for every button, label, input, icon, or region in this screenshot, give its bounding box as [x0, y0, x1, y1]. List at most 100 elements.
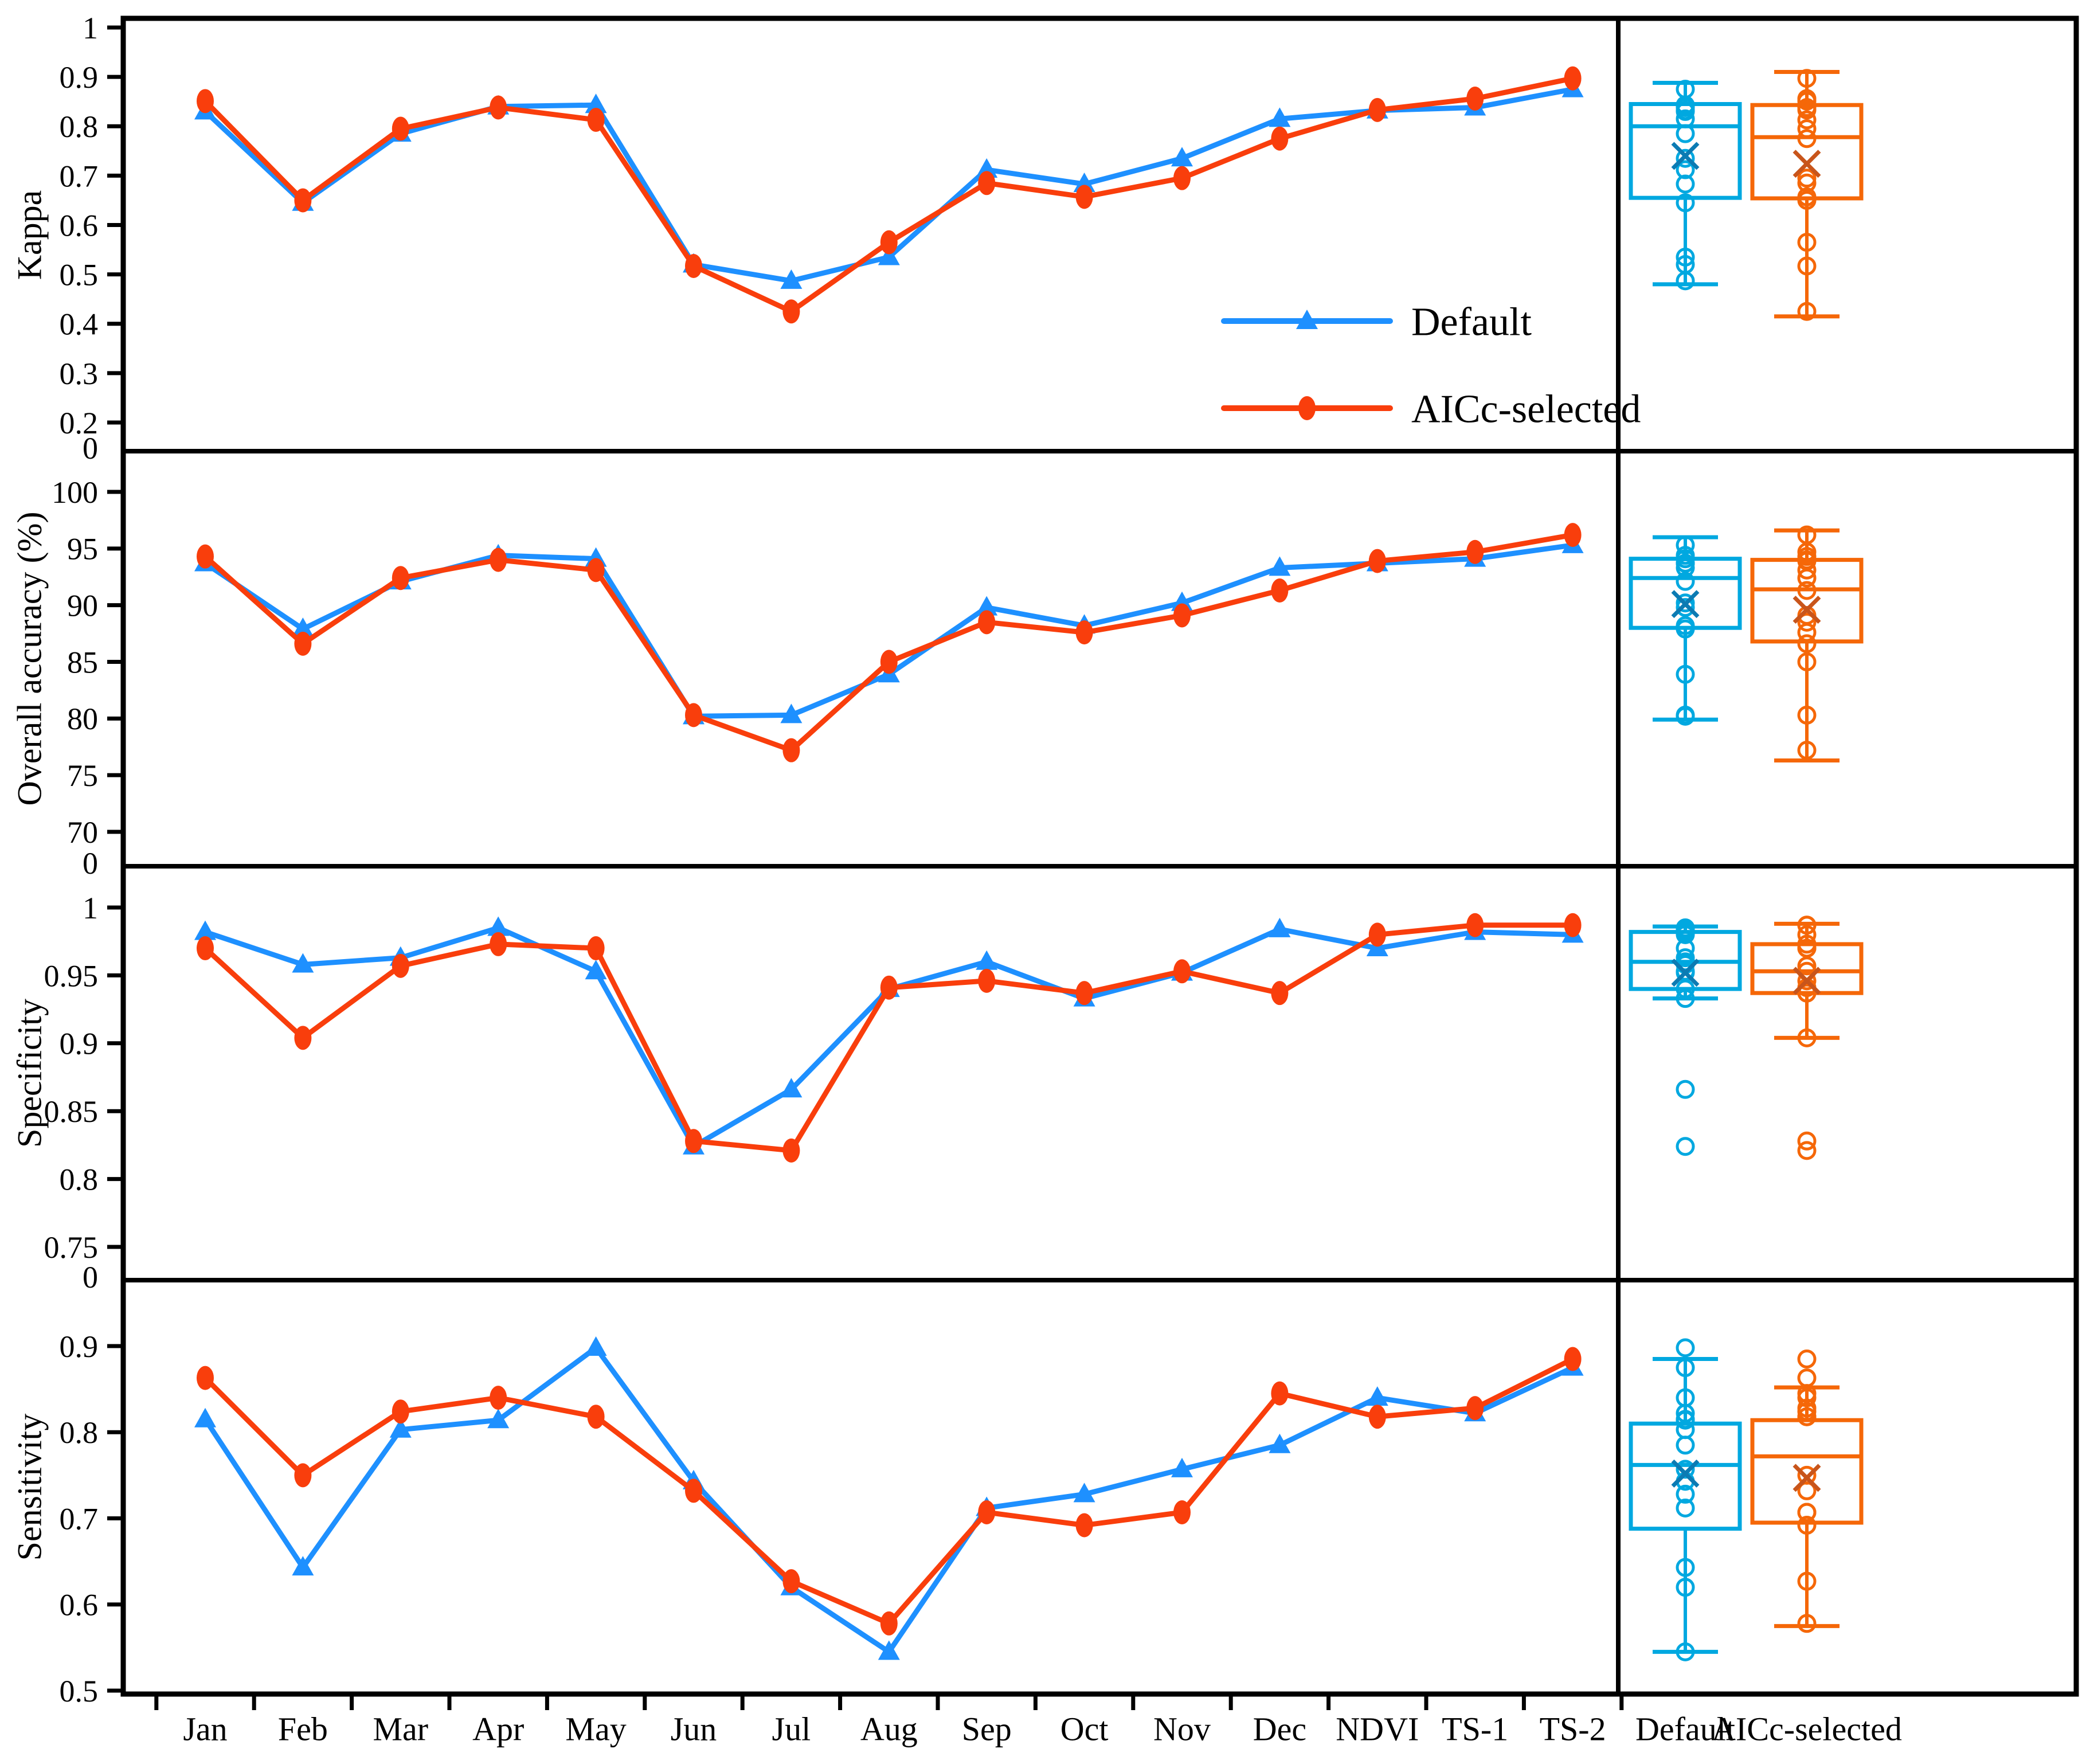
line-default — [202, 1345, 1576, 1655]
series-aicc-selected — [197, 913, 1582, 1163]
box-data-point — [1797, 100, 1817, 120]
marker-triangle — [194, 1407, 216, 1427]
y-tick-label: 85 — [67, 645, 98, 679]
marker-triangle — [292, 953, 314, 973]
x-tick-label: Nov — [1153, 1710, 1211, 1747]
marker-triangle — [1073, 1483, 1095, 1503]
box-data-point — [1676, 1578, 1695, 1597]
marker-triangle — [780, 1078, 803, 1098]
boxplot-default — [1629, 1338, 1742, 1661]
marker-circle — [392, 116, 409, 141]
line-aicc-selected — [202, 532, 1576, 753]
y-axis-title-specificity-text: Specificity — [10, 999, 49, 1148]
marker-circle — [1271, 981, 1289, 1006]
y-tick-label: 0.8 — [60, 1415, 99, 1450]
y-tick-label: 95 — [67, 532, 98, 566]
marker-circle — [1368, 1405, 1386, 1429]
y-axis-title-kappa-text: Kappa — [10, 190, 49, 280]
box-data-point — [1676, 174, 1695, 194]
box-data-point — [1797, 971, 1817, 991]
panel-specificity: 1 0.95 0.9 0.85 0.8 0.750 — [44, 891, 1864, 1294]
box-data-point — [1676, 1558, 1695, 1577]
box-data-point — [1797, 129, 1817, 148]
box-data-point — [1676, 271, 1695, 291]
x-tick-label: NDVI — [1336, 1710, 1419, 1747]
box-data-point — [1676, 549, 1695, 569]
y-tick-label: 1 — [83, 11, 98, 45]
y-tick-label-zero: 0 — [83, 1260, 98, 1294]
boxplot-default — [1629, 80, 1742, 291]
x-tick-label: Sep — [962, 1710, 1012, 1747]
marker-circle — [587, 936, 605, 961]
marker-triangle — [1269, 1433, 1291, 1453]
marker-circle — [1173, 1500, 1191, 1524]
boxplot-aicc-selected — [1750, 1350, 1864, 1633]
marker-circle — [978, 610, 996, 635]
box-data-point — [1797, 302, 1817, 321]
marker-circle — [1564, 913, 1582, 937]
line-aicc-selected — [202, 76, 1576, 314]
marker-circle — [197, 89, 214, 114]
box-data-point — [1797, 169, 1817, 188]
marker-triangle — [780, 703, 803, 723]
marker-triangle — [1269, 556, 1291, 576]
box-data-point — [1797, 233, 1817, 252]
marker-triangle — [585, 960, 607, 980]
series-default — [194, 916, 1584, 1155]
box-data-point — [1797, 916, 1817, 935]
marker-circle — [880, 650, 898, 674]
marker-circle — [782, 1569, 800, 1594]
marker-triangle — [1171, 1457, 1193, 1477]
x-tick-label: Jan — [183, 1710, 227, 1747]
boxplot-default — [1629, 918, 1742, 1156]
box-data-point — [1797, 652, 1817, 671]
marker-triangle — [780, 269, 803, 289]
marker-circle — [197, 1366, 214, 1390]
x-tick-label: May — [565, 1710, 626, 1747]
series-default — [194, 1336, 1584, 1660]
line-aicc-selected — [202, 922, 1576, 1153]
y-tick-label-zero: 0 — [83, 846, 98, 881]
boxplot-column-label: AICc-selected — [1712, 1710, 1902, 1747]
box-data-point — [1676, 593, 1695, 613]
marker-circle — [490, 932, 507, 956]
marker-circle — [685, 1479, 702, 1503]
y-tick-label: 70 — [67, 815, 98, 850]
marker-circle — [1466, 913, 1484, 937]
boxplot-column-label: Default — [1635, 1710, 1735, 1747]
marker-circle — [782, 1138, 800, 1163]
legend-marker-triangle — [1296, 310, 1318, 329]
marker-circle — [1271, 1381, 1289, 1406]
y-tick-label: 0.8 — [60, 109, 99, 144]
y-tick-label: 0.9 — [60, 60, 99, 95]
marker-circle — [978, 171, 996, 195]
box-data-point — [1676, 1410, 1695, 1430]
marker-circle — [1173, 166, 1191, 190]
box-data-point — [1676, 963, 1695, 983]
series-aicc-selected — [197, 66, 1582, 324]
marker-circle — [685, 1129, 702, 1153]
box-mean-x — [1793, 150, 1821, 178]
marker-circle — [1173, 603, 1191, 628]
box-data-point — [1676, 193, 1695, 213]
marker-circle — [1564, 66, 1582, 91]
marker-circle — [294, 631, 312, 656]
box-data-point — [1797, 925, 1817, 944]
box-data-point — [1676, 1436, 1695, 1455]
marker-triangle — [1366, 1386, 1388, 1406]
x-tick-label: TS-1 — [1442, 1710, 1508, 1747]
y-tick-label: 0.9 — [60, 1027, 99, 1061]
marker-circle — [587, 1405, 605, 1429]
marker-triangle — [878, 1640, 900, 1660]
y-tick-label: 0.9 — [60, 1329, 99, 1364]
marker-triangle — [1269, 107, 1291, 127]
box-mean-x — [1671, 959, 1700, 987]
y-tick-label: 0.95 — [44, 959, 99, 993]
y-tick-label: 80 — [67, 702, 98, 736]
marker-circle — [1466, 1396, 1484, 1421]
legend-item: Default — [1221, 300, 1532, 345]
x-tick-label: Jun — [671, 1710, 717, 1747]
marker-circle — [782, 299, 800, 324]
marker-circle — [197, 544, 214, 569]
